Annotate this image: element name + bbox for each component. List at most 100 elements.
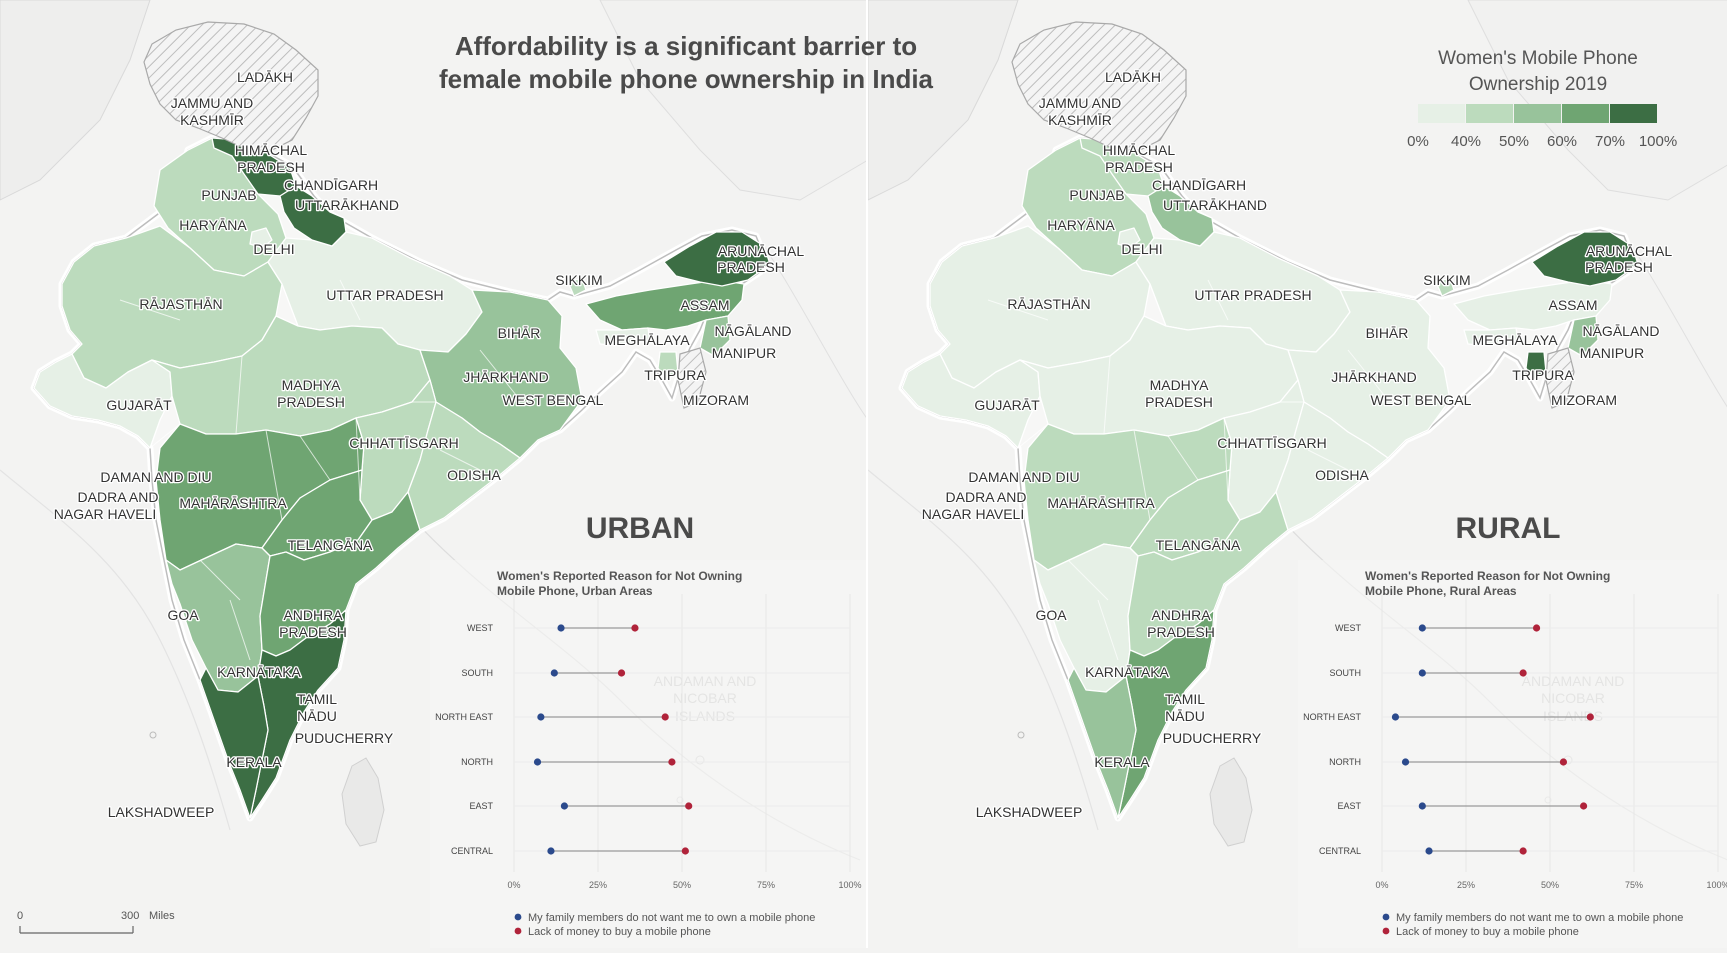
state-label: PRADESH [277,394,345,410]
dot-lack-of-money [631,624,639,632]
state-label: HIMĀCHAL [235,142,308,158]
dot-lack-of-money [668,758,676,766]
x-tick-label: 75% [1625,880,1643,890]
state-label: JAMMU AND [1039,95,1121,111]
state-label: TRIPURA [644,367,706,383]
state-label: TRIPURA [1512,367,1574,383]
panel-title: RURAL [1456,512,1561,545]
chart-legend-swatch [514,927,522,935]
dot-lack-of-money [1586,713,1594,721]
dot-family-objection [1401,758,1410,766]
state-label: PRADESH [717,259,785,275]
title-line-2: female mobile phone ownership in India [439,64,934,94]
state-label: CHANDĪGARH [1152,177,1246,193]
state-label: PRADESH [237,159,305,175]
legend: Women's Mobile Phone Ownership 2019 0% 40… [1407,48,1677,150]
dot-family-objection [1418,669,1426,677]
x-tick-label: 25% [1457,880,1475,890]
state-label: TAMIL [297,691,337,707]
state-label: PUNJAB [1069,187,1124,203]
state-label: RĀJASTHĀN [139,296,222,312]
chart-legend-label: My family members do not want me to own … [528,912,815,924]
category-label: SOUTH [1330,668,1362,678]
legend-tick-label: 40% [1451,133,1481,150]
legend-tick-label: 70% [1595,133,1625,150]
state-label: DELHI [1121,241,1162,257]
category-label: NORTH [461,757,493,767]
chart-legend-label: My family members do not want me to own … [1396,912,1683,924]
scale-zero: 0 [17,910,23,922]
state-label: JHĀRKHAND [1331,369,1417,385]
x-tick-label: 0% [1375,880,1388,890]
state-label: MADHYA [1150,377,1210,393]
state-label: MADHYA [282,377,342,393]
state-label: NĀDU [1165,708,1205,724]
state-label: NĀGĀLAND [1582,323,1659,339]
x-tick-label: 100% [838,880,861,890]
dot-family-objection [1425,847,1433,855]
state-label: DELHI [253,241,294,257]
category-label: CENTRAL [1319,846,1361,856]
region-uttarakhand [279,185,347,247]
dot-lack-of-money [1532,624,1541,632]
region-mizoram-no-data [1545,347,1575,409]
chart-legend-swatch [1382,927,1390,935]
state-label: LADĀKH [237,69,293,85]
state-label: UTTAR PRADESH [1194,287,1311,303]
scale-bar: 0 300 Miles [17,910,175,934]
state-label: HARYĀNA [1047,217,1115,233]
category-label: NORTH [1329,757,1361,767]
category-label: SOUTH [462,668,494,678]
legend-tick-label: 50% [1499,133,1529,150]
state-label: ODISHA [1315,467,1369,483]
state-label: CHHATTĪSGARH [1217,435,1326,451]
dot-lack-of-money [1519,847,1527,855]
region-delhi [249,227,273,249]
state-label: PUDUCHERRY [1163,730,1262,746]
legend-title-line-2: Ownership 2019 [1469,74,1607,95]
state-label: GUJARĀT [106,397,172,413]
state-label: ASSAM [1548,297,1597,313]
x-tick-label: 50% [1541,880,1559,890]
state-label: GUJARĀT [974,397,1040,413]
legend-tick-label: 0% [1407,133,1429,150]
state-label: KERALA [226,754,282,770]
chart-title-line-1: Women's Reported Reason for Not Owning [1365,569,1610,583]
state-label: JAMMU AND [171,95,253,111]
dot-family-objection [533,758,542,766]
dot-family-objection [550,669,558,677]
state-label: NAGAR HAVELI [54,506,156,522]
region-manipur [1567,315,1599,357]
state-label: KASHMĪR [180,112,244,128]
state-label: NĀDU [297,708,337,724]
category-label: WEST [1335,623,1362,633]
dot-family-objection [1391,713,1400,721]
state-label: WEST BENGAL [503,392,604,408]
category-label: EAST [1337,801,1361,811]
region-mizoram-no-data [677,347,707,409]
state-label: PUDUCHERRY [295,730,394,746]
region-kashmir-no-data [143,21,319,151]
category-label: EAST [469,801,493,811]
state-label: PRADESH [1105,159,1173,175]
dot-lack-of-money [685,802,693,810]
region-kerala [199,667,269,819]
state-label: HARYĀNA [179,217,247,233]
dot-lack-of-money [661,713,669,721]
region-kashmir-no-data [1011,21,1187,151]
legend-swatch [1418,104,1465,123]
state-label: HIMĀCHAL [1103,142,1176,158]
chart-legend-label: Lack of money to buy a mobile phone [1396,926,1579,938]
state-label: UTTARĀKHAND [1163,197,1267,213]
state-label: DAMAN AND DIU [968,469,1079,485]
region-meghalaya [1463,327,1519,347]
state-label: LAKSHADWEEP [108,804,215,820]
category-label: CENTRAL [451,846,493,856]
legend-tick-label: 60% [1547,133,1577,150]
dot-lack-of-money [681,847,689,855]
state-label: DADRA AND [946,489,1027,505]
state-label: KARNĀTAKA [217,664,301,680]
state-label: LAKSHADWEEP [976,804,1083,820]
state-label: ARUNĀCHAL [718,243,805,259]
x-tick-label: 50% [673,880,691,890]
